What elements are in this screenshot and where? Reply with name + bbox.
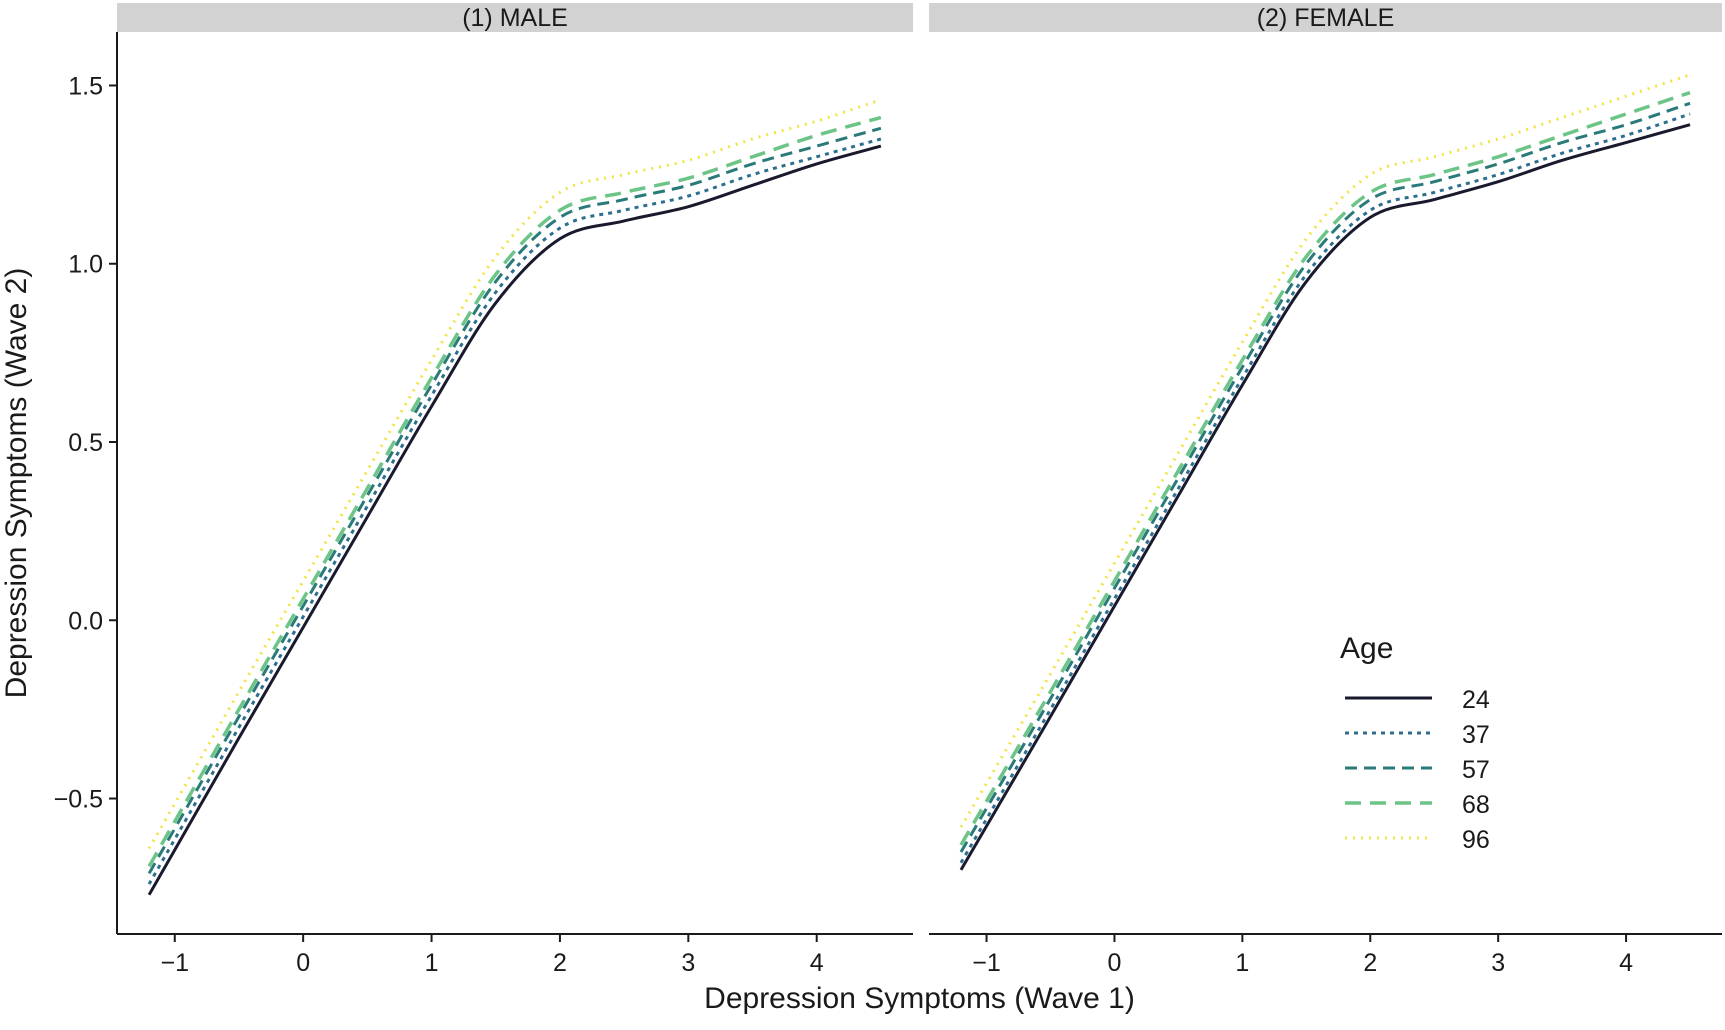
panel-title: (2) FEMALE [1257,4,1395,32]
x-tick-label: 1 [425,949,439,977]
series-line-age-24 [147,144,882,896]
panel-title: (1) MALE [462,4,568,32]
series-group [959,73,1691,871]
series-line-age-37 [959,112,1691,864]
series-line-age-68 [147,115,882,868]
x-tick-label: 0 [1108,949,1122,977]
x-tick-label: −1 [161,949,190,977]
panel-1: (1) MALE −0.5 0.0 0.5 1.0 1.5 −1 0 1 2 3 4 [54,3,913,977]
series-line-age-68 [959,90,1691,846]
x-axis-title: Depression Symptoms (Wave 1) [704,982,1135,1015]
panel-strip [929,3,1722,32]
panel-strip [117,3,913,32]
legend: Age 24 37 57 68 96 [1340,632,1490,854]
series-line-age-96 [959,73,1691,828]
x-tick-label: 3 [1491,949,1505,977]
series-line-age-37 [147,137,882,885]
x-tick-label: 1 [1235,949,1249,977]
y-tick-label: 0.5 [68,429,103,457]
series-line-age-57 [959,101,1691,853]
x-tick-label: −1 [972,949,1001,977]
x-tick-label: 2 [553,949,567,977]
y-tick-label: 0.0 [68,607,103,635]
x-tick-label: 4 [810,949,824,977]
legend-label: 68 [1462,791,1490,819]
x-tick-label: 3 [681,949,695,977]
y-tick-label: −0.5 [54,786,103,814]
y-axis-title: Depression Symptoms (Wave 2) [0,268,33,699]
legend-label: 96 [1462,826,1490,854]
legend-label: 57 [1462,756,1490,784]
y-tick-label: 1.0 [68,251,103,279]
series-line-age-96 [147,98,882,850]
panels-layer: (1) MALE−0.50.00.51.01.5−1 0 1 2 3 4(2) FEMAL… [54,3,1722,977]
x-tick-label: 0 [296,949,310,977]
series-line-age-24 [959,123,1691,871]
series-line-age-57 [147,126,882,875]
y-tick-label: 1.5 [68,72,103,100]
legend-title: Age [1340,632,1393,665]
panel-2: (2) FEMALE −1 0 1 2 3 4 [929,3,1722,977]
legend-label: 37 [1462,721,1490,749]
x-tick-label: 2 [1363,949,1377,977]
legend-label: 24 [1462,686,1490,714]
x-tick-label: 4 [1619,949,1633,977]
series-group [147,98,882,896]
